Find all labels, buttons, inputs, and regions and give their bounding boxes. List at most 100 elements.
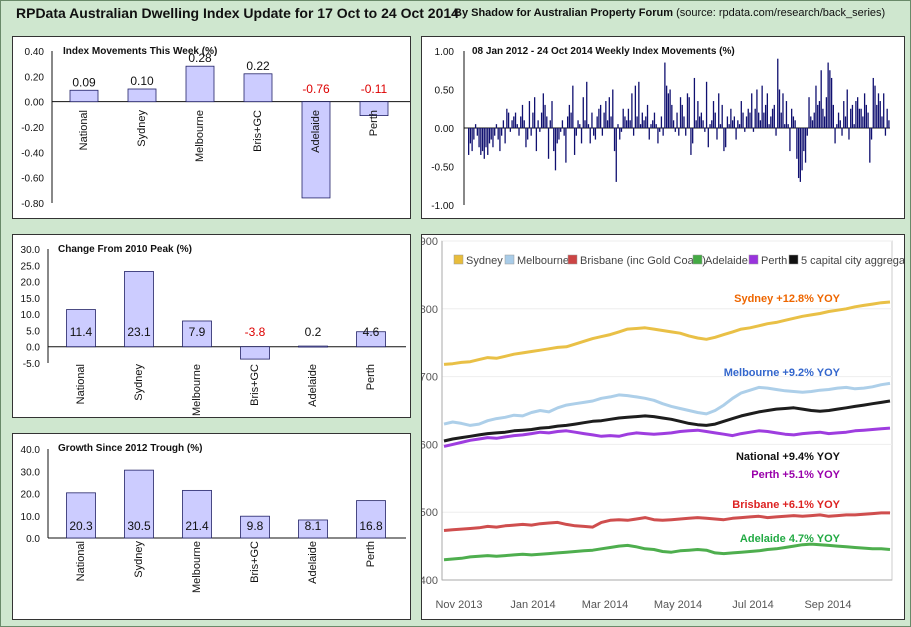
bar-sydney [124,271,154,348]
weekly-bar [560,128,562,132]
data-label: -0.11 [361,82,388,96]
bar-sydney [127,88,157,103]
chart-change-from-peak: Change From 2010 Peak (%) 30.0 25.0 20.0 15.… [21,244,406,416]
data-label: -0.76 [302,82,330,96]
weekly-bar [740,101,742,128]
weekly-bar [745,116,748,128]
y-tick-label: 500 [422,507,438,519]
legend-swatch [504,254,515,265]
weekly-bar [705,81,708,128]
x-tick-label: Jan 2014 [510,599,555,611]
weekly-bar [698,116,701,128]
panel-change-from-peak: Change From 2010 Peak (%) 30.0 25.0 20.0 15.… [12,234,411,418]
data-label: 9.8 [247,519,264,533]
weekly-bar [683,116,685,128]
weekly-bar [688,97,690,128]
weekly-bar [738,124,741,128]
weekly-bar [813,112,815,128]
weekly-bar [492,128,494,148]
panel-city-index-lines: 900 800 700 600 500 400 Nov 2013 Jan 2014 Mar 20… [420,234,911,620]
line-annotation: National +9.4% YOY [736,451,841,463]
y-tick-label: 20.0 [21,278,41,289]
weekly-bar [827,62,829,128]
weekly-bar [615,128,617,182]
weekly-bar [685,128,687,136]
weekly-bar [792,116,795,128]
weekly-bar [665,85,668,128]
bar-sydney [124,469,154,539]
weekly-bar [671,104,673,128]
weekly-bar [730,108,732,128]
weekly-bar [780,112,782,128]
weekly-bar [846,89,848,128]
category-label: Perth [365,541,377,567]
weekly-bar [829,70,831,128]
weekly-bar [586,81,588,128]
weekly-bar [572,85,574,128]
weekly-bar [865,104,867,128]
bar-perth [356,500,386,539]
legend-swatch [567,254,578,265]
weekly-bar [844,116,847,128]
weekly-bar [669,89,671,128]
legend-swatch [692,254,703,265]
weekly-bar [679,97,682,128]
weekly-bar [714,112,716,128]
data-label: 0.09 [72,75,96,89]
category-label: Perth [365,364,377,390]
weekly-bar [676,112,678,128]
weekly-bar [806,128,808,136]
weekly-bar [617,124,619,128]
weekly-bar [582,97,584,128]
weekly-bar [672,120,675,128]
bar-adelaide [298,519,328,539]
weekly-bar [752,128,755,132]
weekly-bar [659,128,661,132]
weekly-bar [610,116,612,128]
weekly-bar [539,128,541,132]
y-tick-label: 0.50 [435,86,455,97]
weekly-bar [636,116,638,128]
chart-title: Index Movements This Week (%) [63,46,217,57]
weekly-bar [511,120,513,128]
data-label: 0.28 [188,51,212,65]
legend-swatch [748,254,759,265]
chart-title: 08 Jan 2012 - 24 Oct 2014 Weekly Index M… [472,46,735,57]
weekly-bar [777,58,779,129]
weekly-bar [606,120,609,128]
category-label: Melbourne [191,541,203,593]
weekly-bar [662,128,664,136]
weekly-bar [490,128,492,140]
weekly-bar [554,128,557,171]
bar-adelaide [301,101,331,199]
chart-title: Growth Since 2012 Trough (%) [58,443,202,454]
weekly-bar [824,116,826,128]
weekly-bar [686,93,689,128]
weekly-bar [502,120,505,128]
weekly-bar [883,93,885,128]
weekly-bar [851,104,854,128]
y-tick-label: 10.0 [21,310,41,321]
weekly-bar [836,124,838,128]
weekly-bar [754,108,756,128]
weekly-bar [497,128,499,140]
data-label: 0.22 [246,59,270,73]
weekly-bar [874,85,876,128]
legend-swatch [788,254,799,265]
y-tick-label: 0.40 [25,47,45,58]
weekly-bar [886,108,888,128]
weekly-bar [544,104,546,128]
weekly-bar [735,128,737,140]
byline-source: (source: rpdata.com/research/back_series… [676,7,886,19]
y-tick-label: 800 [422,304,438,316]
y-tick-label: 0.00 [435,124,455,135]
weekly-bar [631,93,633,128]
category-label: Melbourne [191,364,203,416]
weekly-bar [527,128,529,140]
weekly-bar [716,128,718,140]
weekly-bar [804,128,807,163]
weekly-bar [551,101,553,128]
weekly-bar [726,116,729,128]
weekly-bar [495,124,498,128]
weekly-bar [803,128,805,152]
